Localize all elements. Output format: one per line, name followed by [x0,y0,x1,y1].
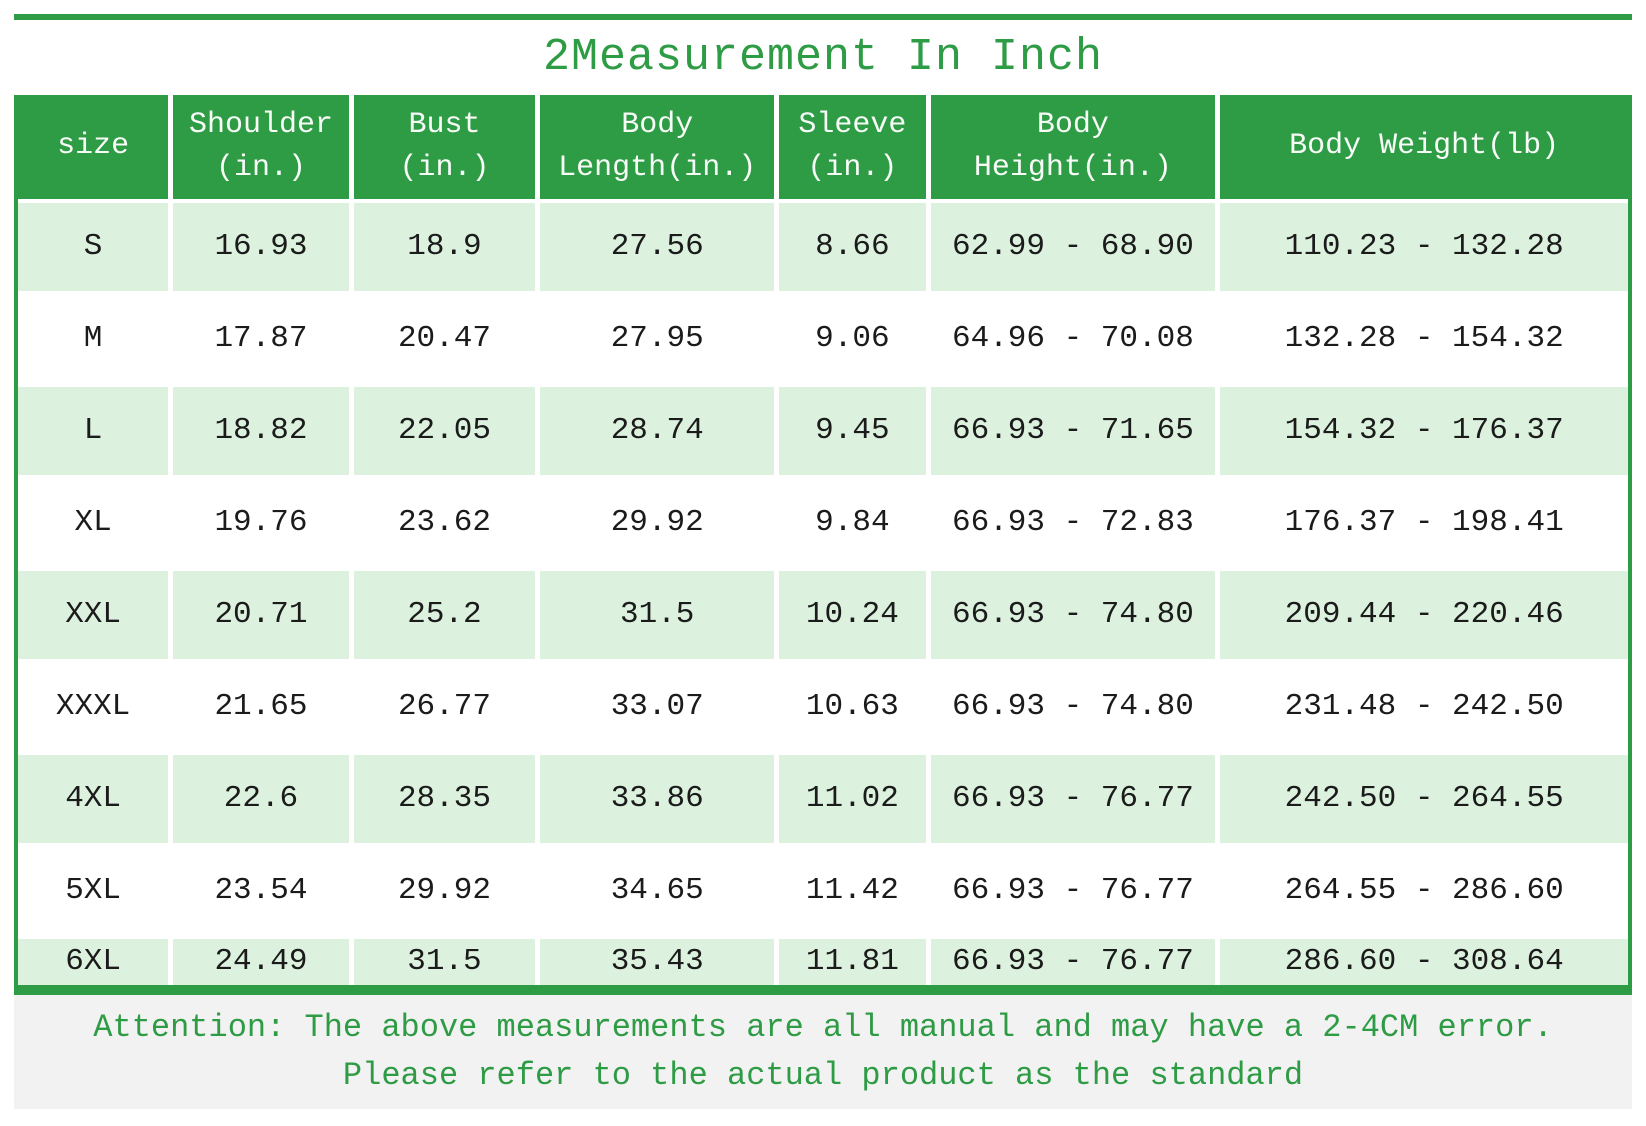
table-cell: 8.66 [779,203,926,291]
table-cell: 27.56 [540,203,775,291]
table-cell: 35.43 [540,939,775,985]
table-cell: 26.77 [353,663,536,751]
table-cell: 209.44 - 220.46 [1220,571,1628,659]
header-cell: Body Length(in.) [540,95,775,199]
table-cell: 18.82 [173,387,349,475]
size-label-cell: S [18,203,169,291]
table-cell: 17.87 [173,295,349,383]
table-cell: 31.5 [353,939,536,985]
table-cell: 11.42 [779,847,926,935]
table-cell: 66.93 - 76.77 [930,755,1216,843]
table-cell: 110.23 - 132.28 [1220,203,1628,291]
table-cell: 286.60 - 308.64 [1220,939,1628,985]
table-cell: 264.55 - 286.60 [1220,847,1628,935]
table-cell: 20.71 [173,571,349,659]
table-cell: 24.49 [173,939,349,985]
table-cell: 242.50 - 264.55 [1220,755,1628,843]
table-cell: 66.93 - 76.77 [930,939,1216,985]
table-cell: 66.93 - 74.80 [930,571,1216,659]
table-cell: 28.74 [540,387,775,475]
header-cell: Sleeve (in.) [779,95,926,199]
header-cell: Shoulder (in.) [173,95,349,199]
header-cell: Body Height(in.) [930,95,1216,199]
size-label-cell: 5XL [18,847,169,935]
top-border-bar [14,14,1632,20]
table-cell: 11.81 [779,939,926,985]
table-cell: 22.05 [353,387,536,475]
table-cell: 10.24 [779,571,926,659]
table-cell: 19.76 [173,479,349,567]
table-cell: 33.07 [540,663,775,751]
table-cell: 66.93 - 74.80 [930,663,1216,751]
table-cell: 231.48 - 242.50 [1220,663,1628,751]
page-title: 2Measurement In Inch [542,32,1104,83]
table-cell: 29.92 [540,479,775,567]
table-cell: 33.86 [540,755,775,843]
table-cell: 20.47 [353,295,536,383]
attention-note: Attention: The above measurements are al… [14,995,1632,1109]
table-cell: 29.92 [353,847,536,935]
table-cell: 18.9 [353,203,536,291]
table-cell: 34.65 [540,847,775,935]
table-cell: 176.37 - 198.41 [1220,479,1628,567]
size-label-cell: XL [18,479,169,567]
table-cell: 10.63 [779,663,926,751]
table-cell: 64.96 - 70.08 [930,295,1216,383]
table-cell: 132.28 - 154.32 [1220,295,1628,383]
table-cell: 9.45 [779,387,926,475]
table-cell: 23.62 [353,479,536,567]
size-label-cell: M [18,295,169,383]
table-cell: 62.99 - 68.90 [930,203,1216,291]
table-cell: 27.95 [540,295,775,383]
attention-line-1: Attention: The above measurements are al… [93,1009,1553,1046]
size-label-cell: XXL [18,571,169,659]
size-label-cell: 4XL [18,755,169,843]
table-cell: 154.32 - 176.37 [1220,387,1628,475]
measurement-table: size Shoulder (in.) Bust (in.) Body Length(… [14,95,1632,995]
table-cell: 16.93 [173,203,349,291]
attention-line-2: Please refer to the actual product as th… [342,1057,1304,1094]
table-cell: 22.6 [173,755,349,843]
header-cell: Body Weight(lb) [1220,95,1628,199]
table-cell: 31.5 [540,571,775,659]
header-cell: Bust (in.) [353,95,536,199]
table-cell: 66.93 - 71.65 [930,387,1216,475]
table-cell: 9.06 [779,295,926,383]
table-cell: 66.93 - 72.83 [930,479,1216,567]
header-cell: size [18,95,169,199]
table-cell: 11.02 [779,755,926,843]
table-cell: 28.35 [353,755,536,843]
table-cell: 25.2 [353,571,536,659]
table-cell: 9.84 [779,479,926,567]
size-label-cell: 6XL [18,939,169,985]
size-label-cell: L [18,387,169,475]
size-label-cell: XXXL [18,663,169,751]
table-cell: 23.54 [173,847,349,935]
table-cell: 66.93 - 76.77 [930,847,1216,935]
table-cell: 21.65 [173,663,349,751]
